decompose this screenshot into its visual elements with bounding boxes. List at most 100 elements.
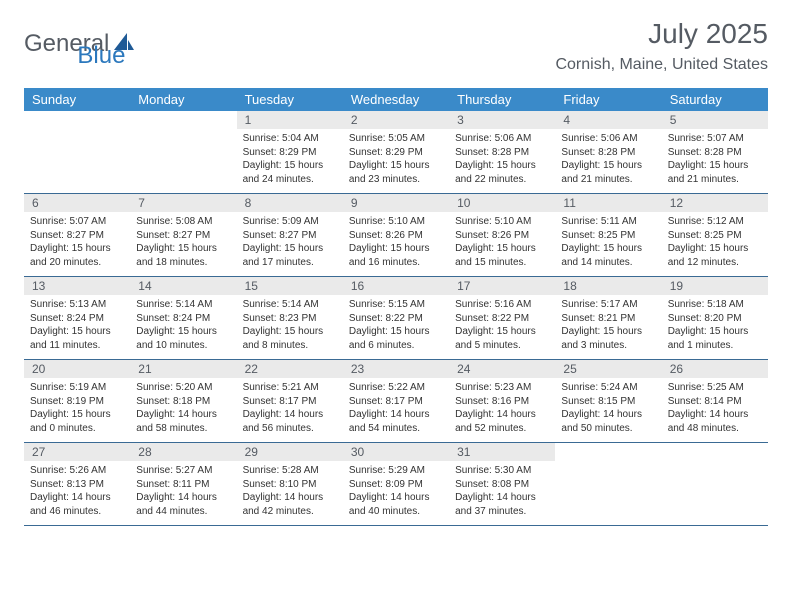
daylight-line-1: Daylight: 14 hours <box>243 491 337 505</box>
sunset-line: Sunset: 8:29 PM <box>243 146 337 160</box>
title-block: July 2025 Cornish, Maine, United States <box>555 18 768 74</box>
sunrise-line: Sunrise: 5:24 AM <box>561 381 655 395</box>
sunrise-line: Sunrise: 5:10 AM <box>455 215 549 229</box>
day-content: Sunrise: 5:07 AMSunset: 8:28 PMDaylight:… <box>662 129 768 190</box>
daylight-line-1: Daylight: 14 hours <box>136 408 230 422</box>
weekday-header-row: SundayMondayTuesdayWednesdayThursdayFrid… <box>24 88 768 111</box>
day-cell: 24Sunrise: 5:23 AMSunset: 8:16 PMDayligh… <box>449 360 555 442</box>
sunset-line: Sunset: 8:09 PM <box>349 478 443 492</box>
day-content: Sunrise: 5:14 AMSunset: 8:24 PMDaylight:… <box>130 295 236 356</box>
sunrise-line: Sunrise: 5:14 AM <box>136 298 230 312</box>
daylight-line-1: Daylight: 15 hours <box>30 325 124 339</box>
sunset-line: Sunset: 8:10 PM <box>243 478 337 492</box>
day-cell: 5Sunrise: 5:07 AMSunset: 8:28 PMDaylight… <box>662 111 768 193</box>
sunrise-line: Sunrise: 5:05 AM <box>349 132 443 146</box>
day-number: 2 <box>343 111 449 129</box>
daylight-line-2: and 17 minutes. <box>243 256 337 270</box>
day-cell: 19 Sunrise: 5:18 AMSunset: 8:20 PMDayligh… <box>662 277 768 359</box>
sunrise-line: Sunrise: 5:19 AM <box>30 381 124 395</box>
day-cell: 11Sunrise: 5:11 AMSunset: 8:25 PMDayligh… <box>555 194 661 276</box>
day-content: Sunrise: 5:16 AMSunset: 8:22 PMDaylight:… <box>449 295 555 356</box>
week-row: 6 Sunrise: 5:07 AM Sunset: 8:27 PM Daylight… <box>24 194 768 277</box>
daylight-line-2: and 18 minutes. <box>136 256 230 270</box>
day-cell: 3Sunrise: 5:06 AMSunset: 8:28 PMDaylight… <box>449 111 555 193</box>
sunrise-line: Sunrise: 5:07 AM <box>30 215 124 229</box>
daylight-line-1: Daylight: 15 hours <box>668 159 762 173</box>
day-cell: 4Sunrise: 5:06 AMSunset: 8:28 PMDaylight… <box>555 111 661 193</box>
sunrise-line: Sunrise: 5:22 AM <box>349 381 443 395</box>
daylight-line-1: Daylight: 15 hours <box>455 325 549 339</box>
day-number: 18 <box>555 277 661 295</box>
daylight-line-1: Daylight: 15 hours <box>30 242 124 256</box>
sunrise-line: Sunrise: 5:06 AM <box>561 132 655 146</box>
sunset-line: Sunset: 8:22 PM <box>349 312 443 326</box>
day-content: Sunrise: 5:10 AMSunset: 8:26 PMDaylight:… <box>449 212 555 273</box>
sunrise-line: Sunrise: 5:04 AM <box>243 132 337 146</box>
day-cell: 6Sunrise: 5:07 AMSunset: 8:27 PMDaylight… <box>24 194 130 276</box>
day-number: 11 <box>555 194 661 212</box>
sunset-line: Sunset: 8:28 PM <box>668 146 762 160</box>
day-number: 6 <box>24 194 130 212</box>
daylight-line-2: and 22 minutes. <box>455 173 549 187</box>
daylight-line-2: and 46 minutes. <box>30 505 124 519</box>
sunrise-line: Sunrise: 5:27 AM <box>136 464 230 478</box>
sunset-line: Sunset: 8:20 PM <box>668 312 762 326</box>
sunset-line: Sunset: 8:13 PM <box>30 478 124 492</box>
sunset-line: Sunset: 8:16 PM <box>455 395 549 409</box>
day-cell: 28Sunrise: 5:27 AMSunset: 8:11 PMDayligh… <box>130 443 236 525</box>
day-content: Sunrise: 5:08 AMSunset: 8:27 PMDaylight:… <box>130 212 236 273</box>
day-number: 14 <box>130 277 236 295</box>
sunrise-line: Sunrise: 5:26 AM <box>30 464 124 478</box>
sunset-line: Sunset: 8:14 PM <box>668 395 762 409</box>
daylight-line-1: Daylight: 15 hours <box>668 325 762 339</box>
daylight-line-1: Daylight: 15 hours <box>30 408 124 422</box>
day-content: Sunrise: 5:20 AMSunset: 8:18 PMDaylight:… <box>130 378 236 439</box>
day-cell: 10Sunrise: 5:10 AMSunset: 8:26 PMDayligh… <box>449 194 555 276</box>
day-cell: 8Sunrise: 5:09 AMSunset: 8:27 PMDaylight… <box>237 194 343 276</box>
day-number: 21 <box>130 360 236 378</box>
daylight-line-2: and 5 minutes. <box>455 339 549 353</box>
day-content: Sunrise: 5:22 AMSunset: 8:17 PMDaylight:… <box>343 378 449 439</box>
day-content: Sunrise: 5:06 AMSunset: 8:28 PMDaylight:… <box>449 129 555 190</box>
daylight-line-2: and 11 minutes. <box>30 339 124 353</box>
day-content: Sunrise: 5:27 AMSunset: 8:11 PMDaylight:… <box>130 461 236 522</box>
daylight-line-1: Daylight: 15 hours <box>349 159 443 173</box>
sunrise-line: Sunrise: 5:13 AM <box>30 298 124 312</box>
sunset-line: Sunset: 8:25 PM <box>668 229 762 243</box>
week-row: ..1Sunrise: 5:04 AMSunset: 8:29 PMDaylig… <box>24 111 768 194</box>
week-row: 27Sunrise: 5:26 AMSunset: 8:13 PMDayligh… <box>24 443 768 526</box>
sunrise-line: Sunrise: 5:14 AM <box>243 298 337 312</box>
daylight-line-2: and 15 minutes. <box>455 256 549 270</box>
day-cell: 16Sunrise: 5:15 AMSunset: 8:22 PMDayligh… <box>343 277 449 359</box>
daylight-line-2: and 6 minutes. <box>349 339 443 353</box>
logo: General Blue <box>24 18 125 70</box>
day-number: 20 <box>24 360 130 378</box>
daylight-line-2: and 24 minutes. <box>243 173 337 187</box>
sunset-line: Sunset: 8:27 PM <box>136 229 230 243</box>
sunset-line: Sunset: 8:26 PM <box>349 229 443 243</box>
day-number: 24 <box>449 360 555 378</box>
daylight-line-2: and 44 minutes. <box>136 505 230 519</box>
sunrise-line: Sunrise: 5:11 AM <box>561 215 655 229</box>
sunrise-line: Sunrise: 5:15 AM <box>349 298 443 312</box>
day-cell: 15Sunrise: 5:14 AMSunset: 8:23 PMDayligh… <box>237 277 343 359</box>
daylight-line-2: and 23 minutes. <box>349 173 443 187</box>
sunrise-line: Sunrise: 5:25 AM <box>668 381 762 395</box>
day-content: Sunrise: 5:12 AMSunset: 8:25 PMDaylight:… <box>662 212 768 273</box>
sunrise-line: Sunrise: 5:09 AM <box>243 215 337 229</box>
day-cell: 21Sunrise: 5:20 AMSunset: 8:18 PMDayligh… <box>130 360 236 442</box>
sunrise-line: Sunrise: 5:17 AM <box>561 298 655 312</box>
sunrise-line: Sunrise: 5:18 AM <box>668 298 762 312</box>
day-number: 12 <box>662 194 768 212</box>
day-cell: 30Sunrise: 5:29 AMSunset: 8:09 PMDayligh… <box>343 443 449 525</box>
daylight-line-1: Daylight: 15 hours <box>668 242 762 256</box>
day-number: 19 <box>662 277 768 295</box>
location: Cornish, Maine, United States <box>555 56 768 74</box>
week-row: 13Sunrise: 5:13 AMSunset: 8:24 PMDayligh… <box>24 277 768 360</box>
day-cell: . <box>24 111 130 193</box>
day-number: 29 <box>237 443 343 461</box>
day-cell: 17Sunrise: 5:16 AMSunset: 8:22 PMDayligh… <box>449 277 555 359</box>
day-cell: 13Sunrise: 5:13 AMSunset: 8:24 PMDayligh… <box>24 277 130 359</box>
weekday-label: Thursday <box>449 88 555 111</box>
sunrise-line: Sunrise: 5:21 AM <box>243 381 337 395</box>
